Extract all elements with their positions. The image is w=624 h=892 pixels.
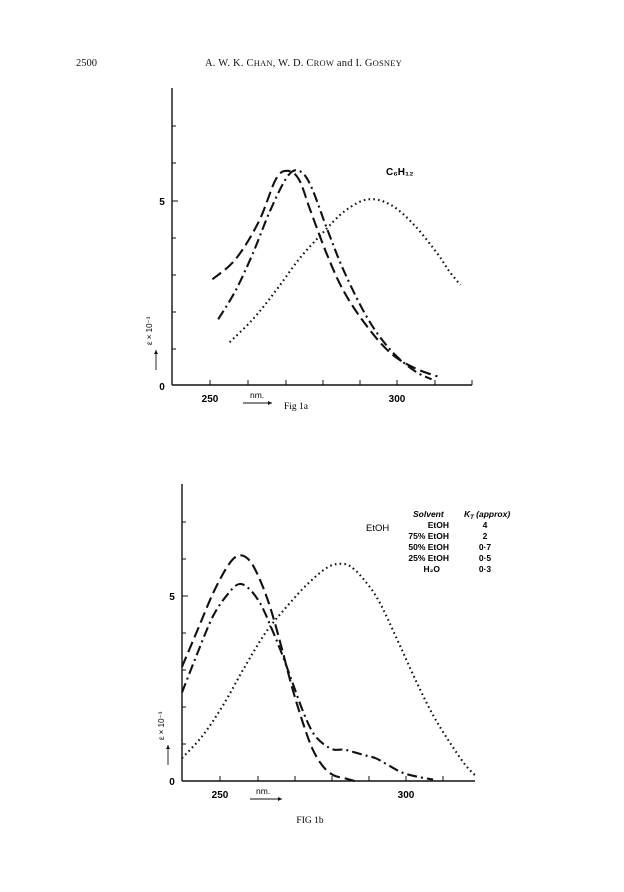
legend-header-k: K <box>464 509 471 519</box>
author-gosney: Gosney <box>365 58 402 69</box>
author-gosney-rest: osney <box>372 58 402 68</box>
figure-1a: 5 0 250 300 nm. ε × 10⁻³ C₆H₁₂ Fig 1a <box>145 88 473 412</box>
page-number: 2500 <box>76 58 97 69</box>
fig1b-y-label-arrowhead <box>166 745 170 749</box>
legend-row-kt: 0·7 <box>479 542 492 552</box>
series-dashed-line <box>181 554 355 783</box>
fig1a-x-unit: nm. <box>250 390 264 400</box>
series-dotted-line <box>181 562 476 777</box>
series-dotted-line <box>228 198 462 343</box>
author-chan-rest: han <box>253 58 273 68</box>
legend-row-solvent: 50% EtOH <box>408 542 449 552</box>
author-crow-first: C <box>306 58 314 69</box>
fig1a-annotation-cyclohexane: C₆H₁₂ <box>386 167 414 178</box>
fig1b-xtick-label-250: 250 <box>212 790 229 801</box>
fig1b-y-label: ε × 10⁻³ <box>157 711 166 740</box>
legend-row-solvent: 75% EtOH <box>408 531 449 541</box>
legend-row-solvent: 25% EtOH <box>408 553 449 563</box>
fig1b-series-group <box>181 554 476 783</box>
legend-row-kt: 2 <box>483 531 488 541</box>
legend-header-kt: KT (approx) <box>464 509 510 521</box>
authors-sep-1: , W. D. <box>272 58 307 69</box>
author-gosney-first: G <box>364 58 373 69</box>
legend-row-kt: 4 <box>483 520 488 530</box>
fig1a-xtick-label-250: 250 <box>202 394 219 405</box>
fig1a-y-label-arrowhead <box>154 350 158 354</box>
fig1a-ytick-label-5: 5 <box>159 197 165 208</box>
fig1b-legend-table: Solvent KT (approx) EtOH 4 75% EtOH 2 50… <box>408 509 510 574</box>
author-crow-rest: row <box>313 58 335 68</box>
legend-row-solvent: EtOH <box>428 520 449 530</box>
fig1b-caption: FIG 1b <box>296 816 323 826</box>
fig1a-caption: Fig 1a <box>284 402 309 412</box>
legend-header-t-subscript: T <box>470 515 475 521</box>
legend-row-solvent: H₂O <box>423 564 440 574</box>
running-head-authors: A. W. K. Chan, W. D. Crow and I. Gosney <box>205 58 402 69</box>
authors-prefix: A. W. K. <box>205 58 247 69</box>
fig1b-xtick-label-300: 300 <box>398 790 415 801</box>
fig1a-x-unit-arrowhead <box>268 401 272 405</box>
fig1a-ytick-label-0: 0 <box>159 382 165 393</box>
fig1a-xtick-label-300: 300 <box>389 394 406 405</box>
fig1b-ytick-label-5: 5 <box>169 592 175 603</box>
series-dash-dot-line <box>181 582 434 781</box>
fig1a-y-label: ε × 10⁻³ <box>145 316 154 345</box>
legend-header-solvent: Solvent <box>413 509 445 519</box>
author-crow: Crow <box>306 58 334 69</box>
series-dashed-line <box>211 169 438 378</box>
legend-header-approx: (approx) <box>474 509 511 519</box>
fig1b-x-unit-arrowhead <box>278 797 282 801</box>
fig1a-series-group <box>211 169 462 381</box>
legend-row-kt: 0·3 <box>479 564 492 574</box>
legend-row-kt: 0·5 <box>479 553 492 563</box>
author-chan-first: C <box>246 58 254 69</box>
fig1b-x-unit: nm. <box>256 786 270 796</box>
figure-1b: 5 0 250 300 nm. ε × 10⁻³ EtOH Solvent KT… <box>157 484 510 826</box>
series-dash-dot-line <box>217 169 433 381</box>
fig1b-ytick-label-0: 0 <box>169 777 175 788</box>
fig1b-legend-etoh-label: EtOH <box>366 523 389 534</box>
authors-sep-2: and I. <box>334 58 365 69</box>
author-chan: Chan <box>246 58 272 69</box>
